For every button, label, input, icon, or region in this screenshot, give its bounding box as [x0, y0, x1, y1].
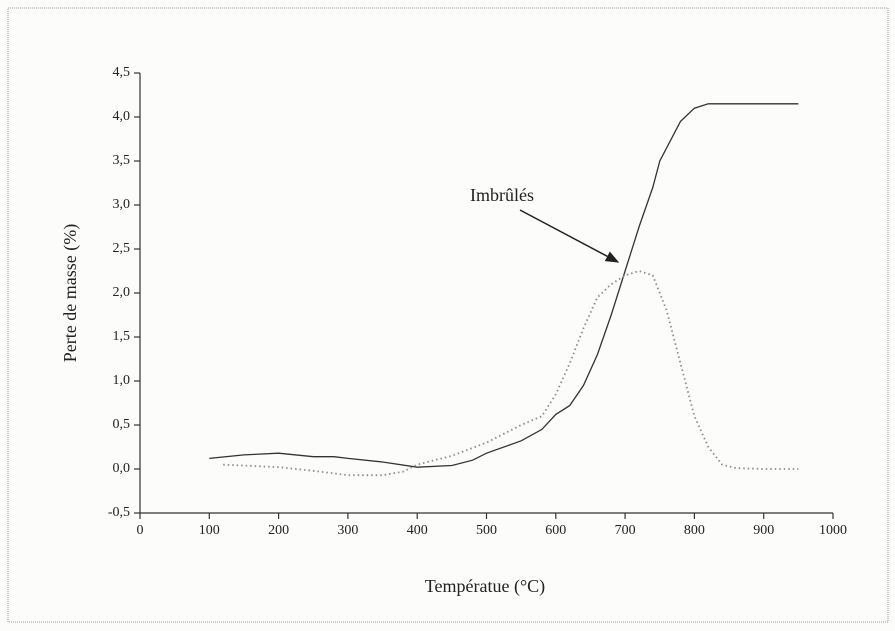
y-tick-label: 3,0	[113, 197, 131, 212]
x-tick-label: 700	[615, 523, 636, 538]
y-tick-label: 0,0	[113, 461, 131, 476]
y-tick-label: -0,5	[108, 505, 130, 520]
annotation-arrow	[519, 209, 620, 263]
y-tick-label: 2,0	[113, 285, 131, 300]
x-tick-label: 1000	[819, 523, 847, 538]
y-axis-label: Perte de masse (%)	[60, 224, 81, 362]
x-tick-label: 0	[137, 523, 144, 538]
y-tick-label: 4,0	[113, 109, 131, 124]
y-tick-label: 1,5	[113, 329, 131, 344]
series-line	[223, 270, 799, 477]
x-tick-label: 800	[684, 523, 705, 538]
y-tick-label: 4,5	[113, 65, 131, 80]
annotation: Imbrûlés	[470, 185, 534, 205]
y-tick-label: 3,5	[113, 153, 131, 168]
x-tick-label: 100	[199, 523, 220, 538]
x-tick-label: 200	[268, 523, 289, 538]
series-line	[209, 103, 799, 468]
x-tick-label: 500	[476, 523, 497, 538]
x-tick-label: 600	[545, 523, 566, 538]
y-tick-label: 1,0	[113, 373, 131, 388]
x-axis-label: Températue (°C)	[425, 576, 545, 597]
x-tick-label: 400	[407, 523, 428, 538]
x-tick-label: 900	[753, 523, 774, 538]
frame	[7, 7, 889, 623]
x-tick-label: 300	[337, 523, 358, 538]
y-tick-label: 0,5	[113, 417, 131, 432]
y-tick-label: 2,5	[113, 241, 131, 256]
